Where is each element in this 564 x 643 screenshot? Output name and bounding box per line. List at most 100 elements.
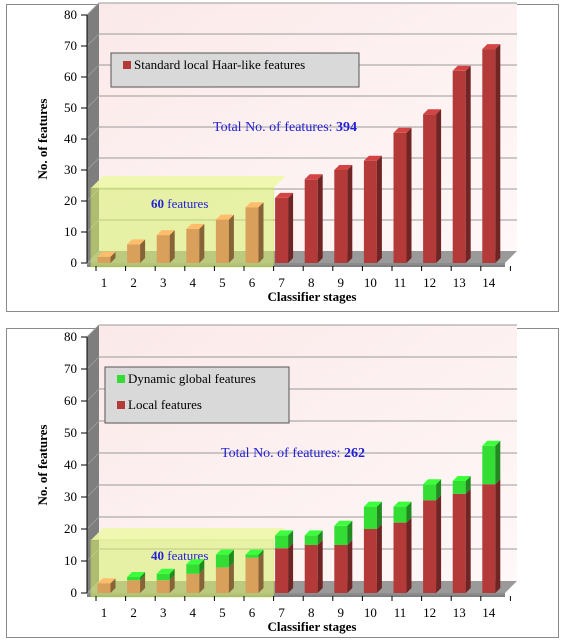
bar-local-front bbox=[127, 580, 141, 593]
bar-side bbox=[110, 251, 116, 263]
gridline-side bbox=[86, 420, 100, 434]
bar-global bbox=[156, 568, 175, 581]
bar-global-front bbox=[215, 554, 229, 568]
bar-global-top bbox=[482, 440, 501, 446]
bar bbox=[363, 155, 382, 263]
bar-front bbox=[393, 132, 407, 263]
bar-top bbox=[334, 165, 353, 170]
bar-global bbox=[334, 520, 353, 545]
gridline-side bbox=[86, 2, 100, 16]
total-value: 262 bbox=[344, 446, 365, 461]
bar-front bbox=[245, 207, 259, 263]
bar-global-side bbox=[376, 501, 382, 529]
bar-global-top bbox=[363, 501, 382, 507]
bar-global bbox=[275, 530, 294, 549]
bar-local bbox=[156, 575, 175, 593]
chart-panel-top: 0 10 20 30 40 50 60 70 80 60 features 1 2 3 4 5 6 7 8 9 10 1… bbox=[6, 2, 559, 312]
bar-global-front bbox=[334, 525, 348, 545]
bar-side bbox=[495, 44, 501, 263]
x-tick-label: 12 bbox=[423, 605, 436, 620]
x-tick-label: 14 bbox=[482, 275, 496, 290]
bar-global bbox=[482, 440, 501, 485]
bar-local-side bbox=[199, 568, 205, 593]
bar-global-side bbox=[406, 501, 412, 523]
bar-global-top bbox=[215, 549, 234, 555]
bar-side bbox=[228, 214, 234, 263]
bar-global bbox=[186, 559, 205, 574]
bar bbox=[97, 251, 116, 263]
bar-global-side bbox=[258, 549, 264, 558]
bar-side bbox=[288, 192, 294, 263]
y-tick-label: 30 bbox=[64, 162, 77, 177]
x-tick-label: 7 bbox=[278, 275, 285, 290]
y-tick-label: 80 bbox=[64, 329, 77, 344]
x-tick-label: 2 bbox=[130, 605, 137, 620]
legend-box bbox=[104, 366, 290, 424]
x-tick-label: 9 bbox=[338, 275, 345, 290]
bar-side bbox=[436, 109, 442, 263]
bar-top bbox=[304, 174, 323, 180]
bar-top bbox=[452, 65, 471, 71]
x-tick-label: 12 bbox=[423, 275, 436, 290]
bar-local-front bbox=[482, 484, 496, 593]
y-tick-label: 80 bbox=[64, 7, 77, 22]
bar-local-side bbox=[406, 517, 412, 593]
bar-global-side bbox=[317, 530, 323, 545]
y-tick-label: 70 bbox=[64, 38, 77, 53]
bar-top bbox=[363, 155, 382, 161]
bar bbox=[452, 65, 471, 263]
bar-top bbox=[245, 202, 264, 208]
y-tick-label: 70 bbox=[64, 361, 77, 376]
total-prefix: Total No. of features: bbox=[221, 446, 344, 461]
bar-global-top bbox=[156, 568, 175, 574]
y-tick-label: 30 bbox=[64, 489, 77, 504]
bar-top bbox=[393, 127, 412, 133]
highlight-box bbox=[90, 539, 275, 598]
x-tick-label: 11 bbox=[394, 275, 407, 290]
bar-global-side bbox=[436, 479, 442, 501]
bar-global bbox=[304, 530, 323, 545]
bar-local-front bbox=[304, 545, 318, 593]
bar-global-front bbox=[186, 564, 200, 574]
bar-local bbox=[275, 543, 294, 593]
bar-local-side bbox=[228, 562, 234, 593]
total-features-label: Total No. of features: 262 bbox=[221, 446, 365, 461]
bar-local bbox=[127, 575, 146, 593]
bar-global-top bbox=[275, 530, 294, 536]
bar-local-side bbox=[288, 543, 294, 593]
highlight-box-top bbox=[91, 528, 286, 540]
x-tick-label: 8 bbox=[308, 605, 315, 620]
bar-top bbox=[215, 214, 234, 220]
highlight-box bbox=[90, 187, 275, 268]
x-tick-label: 9 bbox=[338, 605, 345, 620]
bar bbox=[275, 192, 294, 263]
bar-front bbox=[97, 256, 111, 263]
y-tick-label: 50 bbox=[64, 100, 77, 115]
x-tick-label: 4 bbox=[190, 275, 197, 290]
bar-local bbox=[482, 479, 501, 593]
bar-top bbox=[186, 223, 205, 229]
bar-front bbox=[275, 197, 289, 263]
bar-front bbox=[215, 219, 229, 263]
bar bbox=[423, 109, 442, 263]
bar-local-side bbox=[258, 552, 264, 593]
bar-global-side bbox=[228, 549, 234, 568]
legend-box bbox=[110, 52, 360, 88]
gridline-side bbox=[86, 388, 100, 402]
bar-global bbox=[215, 549, 234, 568]
bar-global bbox=[127, 572, 146, 581]
x-tick-label: 6 bbox=[249, 275, 256, 290]
bar-global-front bbox=[452, 481, 466, 494]
x-tick-label: 4 bbox=[190, 605, 197, 620]
bar-front bbox=[452, 70, 466, 263]
gridline-side bbox=[86, 516, 100, 530]
highlight-value: 40 bbox=[151, 548, 164, 563]
bar-global-front bbox=[393, 506, 407, 523]
bar-global-top bbox=[245, 549, 264, 555]
bar-front bbox=[363, 160, 377, 263]
y-tick-label: 60 bbox=[64, 393, 77, 408]
bar bbox=[482, 44, 501, 263]
bar bbox=[127, 239, 146, 263]
y-tick-label: 10 bbox=[64, 224, 77, 239]
